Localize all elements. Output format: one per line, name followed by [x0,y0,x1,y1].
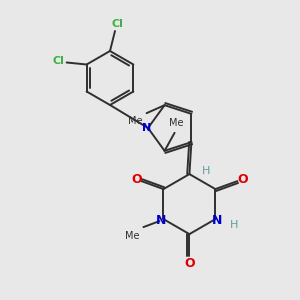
Text: Me: Me [125,231,140,241]
Text: N: N [156,214,167,226]
Text: Me: Me [128,116,142,126]
Text: Me: Me [169,118,184,128]
Text: O: O [237,172,248,186]
Text: O: O [184,256,195,270]
Text: N: N [212,214,223,226]
Text: H: H [201,166,210,176]
Text: Cl: Cl [111,19,123,29]
Text: H: H [230,220,238,230]
Text: O: O [131,172,142,186]
Text: Cl: Cl [53,56,64,67]
Text: N: N [142,123,152,133]
